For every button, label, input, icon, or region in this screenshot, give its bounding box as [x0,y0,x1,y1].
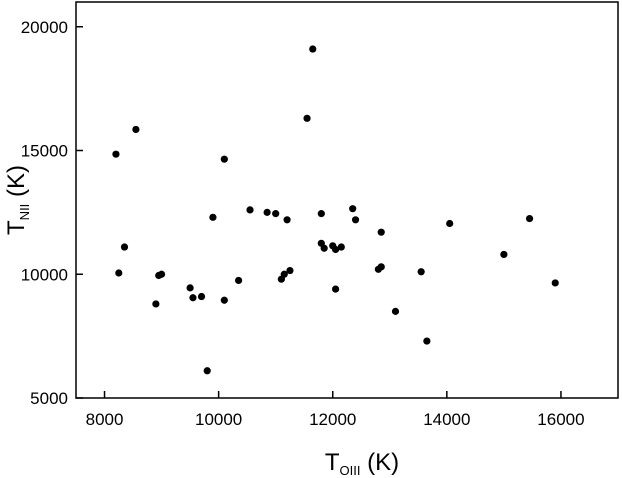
data-point [500,250,508,259]
data-point [551,279,559,287]
data-point [417,268,425,276]
data-point [286,266,294,275]
x-tick-label: 8000 [86,410,124,429]
data-point [303,114,311,122]
x-axis-title-main: T [325,449,340,476]
data-point [351,216,360,224]
x-tick-label: 14000 [423,410,470,429]
data-point [446,219,454,228]
data-point [349,205,357,213]
data-point [120,243,129,251]
data-point [331,285,340,293]
data-point [112,150,120,158]
data-point [331,245,340,254]
y-axis-title: TNII (K) [3,165,32,235]
y-tick-label: 5000 [30,389,68,408]
data-point [186,284,194,292]
x-tick-label: 16000 [537,410,584,429]
y-tick-label: 10000 [21,265,68,284]
data-point [189,294,197,302]
x-axis-title-unit: (K) [360,449,399,476]
data-point [157,270,166,278]
data-point [197,292,206,301]
data-point [246,206,254,214]
data-point [377,228,385,236]
data-point [283,216,291,224]
data-point [272,210,280,218]
data-point [220,155,228,163]
data-point [152,300,160,308]
y-axis-title-unit: (K) [3,165,30,204]
x-axis-title-sub: OIII [340,463,361,478]
x-tick-label: 12000 [309,410,356,429]
data-point [263,208,271,216]
data-point [317,210,325,218]
y-axis-ticks: 5000 10000 15000 20000 [21,18,83,408]
y-tick-label: 20000 [21,18,68,37]
x-axis-ticks: 8000 10000 12000 14000 16000 [86,391,585,429]
data-point [391,307,400,315]
y-axis-title-main: T [3,220,30,235]
y-axis-title-sub: NII [17,204,32,221]
data-point [423,337,431,345]
data-point [209,213,217,221]
data-points [112,45,559,375]
y-tick-label: 15000 [21,142,68,161]
x-axis-title: TOIII (K) [325,449,399,478]
x-tick-label: 10000 [195,410,242,429]
plot-frame [75,1,619,399]
data-point [220,296,228,304]
data-point [115,269,123,277]
data-point [235,276,243,285]
data-point [280,270,288,278]
data-point [132,125,140,134]
data-point [337,243,345,251]
data-point [525,214,534,223]
data-point [203,367,211,375]
data-point [377,263,385,271]
data-point [320,244,328,252]
data-point [309,45,317,53]
